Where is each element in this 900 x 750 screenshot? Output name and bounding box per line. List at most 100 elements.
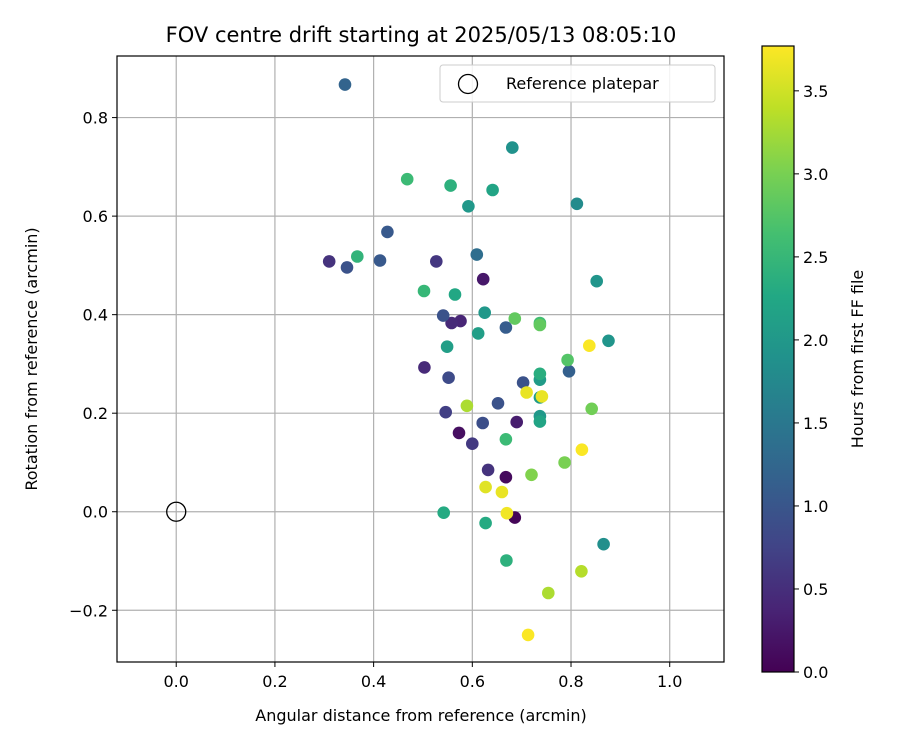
x-tick-label: 1.0 xyxy=(657,672,682,691)
scatter-point xyxy=(575,565,588,578)
scatter-point xyxy=(479,516,492,530)
legend-box xyxy=(439,64,716,103)
legend: Reference platepar xyxy=(439,64,716,103)
scatter-point xyxy=(466,437,479,451)
scatter-point xyxy=(558,456,571,469)
x-tick-label: 0.0 xyxy=(163,672,188,691)
scatter-point xyxy=(452,426,466,440)
colorbar-tick-label: 1.0 xyxy=(803,497,828,516)
scatter-point xyxy=(499,321,513,334)
scatter-point xyxy=(491,397,505,410)
scatter-point xyxy=(437,506,451,519)
scatter-point xyxy=(533,318,547,332)
scatter-point xyxy=(499,470,513,484)
scatter-point xyxy=(481,463,495,477)
scatter-point xyxy=(478,306,492,320)
scatter-point xyxy=(351,250,364,263)
scatter-point xyxy=(400,172,414,186)
scatter-point xyxy=(602,334,615,348)
y-axis-label: Rotation from reference (arcmin) xyxy=(22,227,41,490)
scatter-point xyxy=(373,254,387,267)
colorbar-tick-label: 0.0 xyxy=(803,663,828,682)
scatter-point xyxy=(439,405,453,419)
colorbar-tick-label: 0.5 xyxy=(803,580,828,599)
data-points xyxy=(322,78,615,642)
plot-frame xyxy=(116,55,725,663)
colorbar-label: Hours from first FF file xyxy=(848,270,867,449)
scatter-point xyxy=(381,225,394,239)
x-tick-label: 0.8 xyxy=(558,672,583,691)
scatter-point xyxy=(471,327,485,340)
colorbar-ticks: 0.0 0.5 1.0 1.5 2.0 2.5 3.0 3.5 xyxy=(794,82,828,682)
scatter-point xyxy=(417,284,431,298)
chart-title: FOV centre drift starting at 2025/05/13 … xyxy=(166,23,677,47)
scatter-point xyxy=(436,309,450,322)
scatter-point xyxy=(542,586,555,600)
scatter-point xyxy=(516,376,530,389)
scatter-point xyxy=(462,200,475,213)
colorbar xyxy=(762,46,794,672)
colorbar-tick-label: 3.5 xyxy=(803,82,828,101)
scatter-point xyxy=(508,312,522,325)
y-tick-label: −0.2 xyxy=(69,601,108,620)
scatter-point xyxy=(585,402,598,416)
y-axis-ticks: −0.2 0.0 0.2 0.4 0.6 0.8 xyxy=(69,109,117,620)
y-tick-label: 0.4 xyxy=(83,306,108,325)
colorbar-tick-label: 3.0 xyxy=(803,165,828,184)
x-tick-label: 0.2 xyxy=(262,672,287,691)
scatter-point xyxy=(562,365,576,378)
scatter-point xyxy=(340,261,354,274)
reference-layer xyxy=(166,501,187,522)
scatter-point xyxy=(500,506,514,520)
scatter-point xyxy=(575,443,589,457)
grid-lines xyxy=(117,56,724,662)
y-tick-label: 0.2 xyxy=(83,404,108,423)
scatter-point xyxy=(444,179,457,192)
colorbar-tick-label: 2.0 xyxy=(803,331,828,350)
scatter-point xyxy=(418,361,431,374)
scatter-point xyxy=(442,371,455,385)
scatter-point xyxy=(561,353,574,367)
scatter-point xyxy=(499,433,513,446)
scatter-point xyxy=(590,274,603,288)
x-axis-ticks: 0.0 0.2 0.4 0.6 0.8 1.0 xyxy=(163,662,682,691)
y-tick-label: 0.8 xyxy=(83,109,108,128)
scatter-point xyxy=(500,554,513,567)
scatter-point xyxy=(570,197,584,211)
scatter-point xyxy=(338,78,352,91)
scatter-point xyxy=(583,339,596,353)
reference-platepar-marker xyxy=(166,501,187,522)
scatter-point xyxy=(430,255,443,268)
scatter-point xyxy=(440,340,454,354)
scatter-point xyxy=(521,628,535,642)
y-tick-label: 0.0 xyxy=(83,503,108,522)
colorbar-tick-label: 2.5 xyxy=(803,248,828,267)
scatter-point xyxy=(460,399,474,413)
scatter-point xyxy=(495,485,509,499)
scatter-point xyxy=(476,416,490,430)
x-axis-label: Angular distance from reference (arcmin) xyxy=(255,706,586,725)
scatter-point xyxy=(525,468,538,482)
scatter-point xyxy=(535,390,549,403)
y-tick-label: 0.6 xyxy=(83,207,108,226)
scatter-point xyxy=(476,272,490,286)
scatter-point xyxy=(479,480,492,494)
scatter-point xyxy=(470,248,484,261)
scatter-point xyxy=(322,255,336,268)
legend-reference-label: Reference platepar xyxy=(506,74,659,93)
legend-reference-marker xyxy=(457,73,479,95)
scatter-point xyxy=(520,386,533,399)
scatter-point xyxy=(533,415,547,428)
scatter-point xyxy=(445,316,458,330)
scatter-point xyxy=(486,183,499,197)
x-tick-label: 0.4 xyxy=(361,672,386,691)
scatter-point xyxy=(506,141,519,154)
scatter-point xyxy=(597,537,610,551)
scatter-point xyxy=(533,367,547,381)
colorbar-tick-label: 1.5 xyxy=(803,414,828,433)
x-tick-label: 0.6 xyxy=(460,672,485,691)
scatter-point xyxy=(510,415,523,429)
colorbar-frame xyxy=(761,45,795,673)
scatter-point xyxy=(448,288,462,301)
